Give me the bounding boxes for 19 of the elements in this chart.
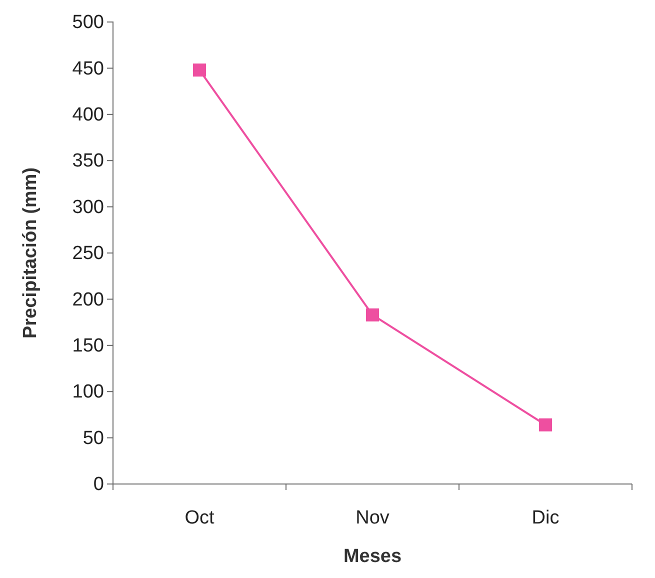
y-tick-label: 450	[72, 58, 104, 80]
point	[192, 64, 206, 77]
x-tick-label: Oct	[184, 507, 215, 528]
y-tick-label: 200	[72, 289, 104, 310]
point	[366, 308, 380, 322]
y-tick-label: 100	[72, 382, 104, 403]
y-tick-label: 50	[82, 428, 104, 449]
y-tick-label: 250	[72, 243, 104, 264]
x-tick-label: Dic	[532, 507, 560, 528]
y-tick-label: 0	[93, 474, 104, 496]
x-axis-title: Meses	[343, 546, 402, 567]
y-tick-label: 400	[72, 104, 104, 126]
point	[538, 418, 552, 432]
y-tick-label: 350	[72, 150, 104, 172]
y-tick-label: 150	[72, 335, 104, 356]
y-tick-label: 500	[72, 12, 104, 34]
y-axis-title: Precipitación (mm)	[20, 167, 41, 339]
y-tick-label: 300	[72, 196, 104, 218]
x-tick-label: Nov	[356, 507, 390, 528]
